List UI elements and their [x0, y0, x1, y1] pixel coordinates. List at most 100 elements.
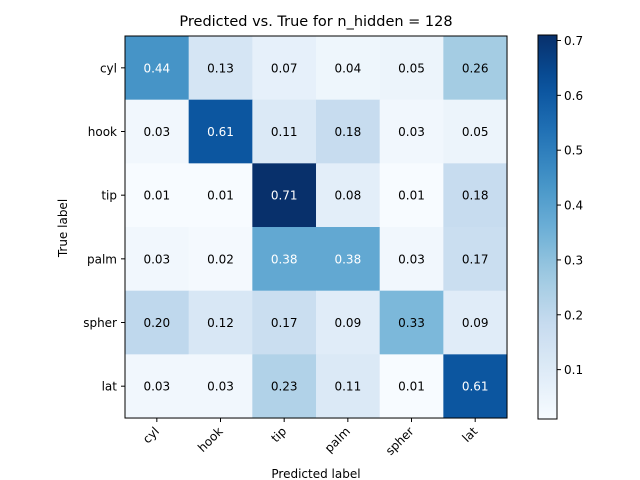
cell-value-label: 0.01	[398, 189, 425, 203]
cell-value-label: 0.05	[398, 61, 425, 75]
heatmap-cell	[379, 227, 444, 292]
y-tick-label: hook	[88, 125, 117, 139]
x-axis-ticks: cyl hook tip palm spher lat	[140, 418, 481, 458]
cell-value-label: 0.09	[334, 316, 361, 330]
y-tick-label: cyl	[100, 61, 117, 75]
cell-value-label: 0.09	[462, 316, 489, 330]
colorbar-frame	[537, 34, 558, 420]
heatmap-cell	[316, 354, 381, 419]
cell-value-label: 0.18	[334, 125, 361, 139]
colorbar-tick-label: 0.1	[564, 363, 583, 377]
cell-value-label: 0.44	[143, 61, 170, 75]
heatmap-cell	[443, 36, 508, 101]
cell-value-label: 0.02	[207, 252, 234, 266]
colorbar-tick-label: 0.2	[564, 308, 583, 322]
x-tick-label: lat	[460, 424, 481, 445]
cell-value-label: 0.38	[334, 252, 361, 266]
y-tick-label: lat	[102, 380, 118, 394]
colorbar-tick-label: 0.7	[564, 34, 583, 48]
cell-value-label: 0.23	[271, 380, 298, 394]
heatmap-cell	[188, 354, 253, 419]
heatmap-cell	[252, 99, 317, 164]
heatmap-cell	[379, 36, 444, 101]
cell-value-label: 0.03	[207, 380, 234, 394]
heatmap-cell	[125, 99, 190, 164]
colorbar-tick-label: 0.4	[564, 199, 583, 213]
heatmap-cell	[252, 227, 317, 292]
cell-value-label: 0.01	[143, 189, 170, 203]
cell-value-label: 0.20	[143, 316, 170, 330]
cell-value-label: 0.03	[143, 252, 170, 266]
cell-value-label: 0.01	[207, 189, 234, 203]
cell-value-label: 0.13	[207, 61, 234, 75]
heatmap-cell	[252, 36, 317, 101]
heatmap-cell	[252, 163, 317, 228]
heatmap-cell	[125, 354, 190, 419]
heatmap-cell	[316, 290, 381, 355]
cell-value-label: 0.17	[462, 252, 489, 266]
heatmap-cell	[316, 227, 381, 292]
heatmap-cell	[443, 227, 508, 292]
y-axis-ticks: cyl hook tip palm spher lat	[83, 61, 125, 394]
cell-value-label: 0.08	[334, 189, 361, 203]
cell-value-label: 0.12	[207, 316, 234, 330]
heatmap-cell	[188, 290, 253, 355]
x-tick-label: cyl	[140, 424, 162, 446]
heatmap-cell	[125, 36, 190, 101]
y-tick-label: spher	[83, 316, 117, 330]
cell-value-label: 0.38	[271, 252, 298, 266]
cell-value-label: 0.61	[207, 125, 234, 139]
heatmap-cell	[379, 163, 444, 228]
colorbar: 0.1 0.2 0.3 0.4 0.5 0.6 0.7	[537, 34, 583, 420]
colorbar-tick-label: 0.5	[564, 144, 583, 158]
heatmap-cell	[443, 163, 508, 228]
heatmap-cell	[379, 354, 444, 419]
heatmap-frame	[124, 35, 508, 419]
heatmap-cell	[443, 290, 508, 355]
cell-value-label: 0.11	[334, 380, 361, 394]
cell-value-label: 0.18	[462, 189, 489, 203]
cell-value-label: 0.03	[143, 380, 170, 394]
cell-value-label: 0.61	[462, 380, 489, 394]
cell-value-label: 0.03	[143, 125, 170, 139]
cell-value-label: 0.03	[398, 125, 425, 139]
x-axis-label: Predicted label	[271, 467, 360, 480]
heatmap-cell	[316, 99, 381, 164]
heatmap-cell	[188, 99, 253, 164]
cell-value-label: 0.04	[334, 61, 361, 75]
heatmap-cell	[379, 290, 444, 355]
colorbar-tick-label: 0.6	[564, 89, 583, 103]
heatmap-cell	[252, 290, 317, 355]
x-tick-label: tip	[268, 424, 289, 445]
cell-value-label: 0.05	[462, 125, 489, 139]
cell-value-label: 0.03	[398, 252, 425, 266]
cell-value-label: 0.11	[271, 125, 298, 139]
heatmap-cell	[316, 163, 381, 228]
heatmap-cell	[443, 354, 508, 419]
cell-value-label: 0.17	[271, 316, 298, 330]
heatmap-cell	[188, 227, 253, 292]
heatmap-cell	[188, 36, 253, 101]
heatmap-cell	[316, 36, 381, 101]
cell-value-label: 0.71	[271, 189, 298, 203]
x-tick-label: hook	[195, 424, 226, 455]
cell-value-label: 0.26	[462, 61, 489, 75]
heatmap-cell	[252, 354, 317, 419]
cell-value-label: 0.07	[271, 61, 298, 75]
y-tick-label: palm	[87, 252, 117, 266]
colorbar-tick-label: 0.3	[564, 253, 583, 267]
colorbar-gradient	[538, 35, 557, 419]
heatmap-cell	[379, 99, 444, 164]
x-tick-label: palm	[322, 424, 353, 455]
y-tick-label: tip	[101, 189, 117, 203]
cell-value-label: 0.01	[398, 380, 425, 394]
y-axis-label: True label	[56, 199, 70, 258]
heatmap-cell	[125, 290, 190, 355]
heatmap-cell	[188, 163, 253, 228]
heatmap-cell	[443, 99, 508, 164]
x-tick-label: spher	[383, 424, 417, 458]
heatmap-grid: 0.44 0.13 0.07 0.04 0.05 0.26 0.03 0.61 0.11 0.18…	[124, 35, 508, 419]
cell-value-label: 0.33	[398, 316, 425, 330]
chart-title: Predicted vs. True for n_hidden = 128	[179, 14, 452, 30]
